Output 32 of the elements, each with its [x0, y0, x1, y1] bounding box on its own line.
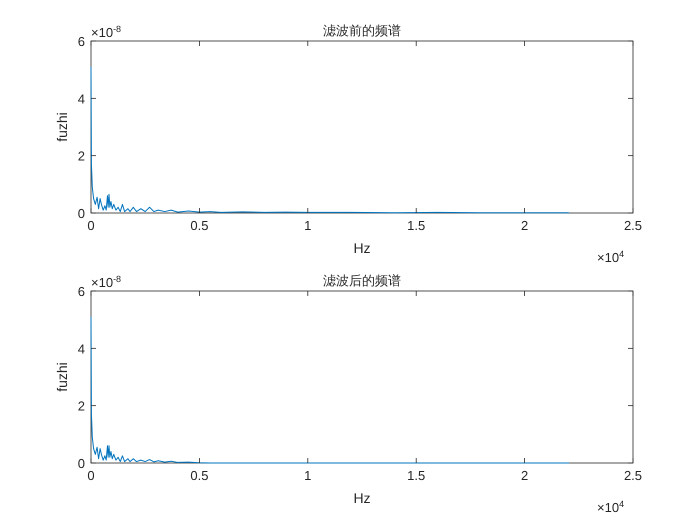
x-tick-label: 1: [304, 468, 312, 483]
line-series: [90, 66, 570, 214]
y-tick-label: 6: [78, 34, 85, 49]
x-tick-label: 2: [520, 468, 528, 483]
y-tick-label: 4: [78, 91, 85, 106]
text: ×10$^{4}$: [597, 499, 624, 515]
y-tick-label: 0: [78, 456, 85, 471]
y-axis-title: fuzhi: [54, 362, 70, 392]
x-tick-label: 0: [87, 468, 95, 483]
line-series: [90, 316, 570, 464]
chart-title: 滤波前的频谱: [323, 24, 401, 39]
x-tick-label: 1.5: [407, 468, 426, 483]
x-tick-label: 1: [304, 218, 312, 233]
x-tick-label: 1.5: [407, 218, 426, 233]
y-tick-label: 4: [78, 341, 85, 356]
x-axis-title: Hz: [353, 240, 371, 256]
x-tick-label: 0.5: [190, 218, 208, 233]
x-tick-label: 0.5: [190, 468, 208, 483]
x-tick-label: 2.5: [624, 468, 642, 483]
y-tick-label: 6: [78, 284, 85, 299]
y-tick-label: 0: [78, 206, 85, 221]
y-tick-label: 2: [78, 398, 85, 414]
text: ×10$^{-8}$: [91, 274, 122, 290]
x-tick-label: 0: [87, 218, 95, 233]
text: ×10$^{4}$: [597, 249, 624, 265]
y-tick-label: 2: [78, 148, 85, 164]
chart-title: 滤波后的频谱: [323, 274, 401, 289]
x-tick-label: 2: [520, 218, 528, 233]
x-axis-title: Hz: [353, 490, 371, 506]
text: ×10$^{-8}$: [91, 24, 122, 40]
y-axis-title: fuzhi: [54, 112, 70, 142]
x-tick-label: 2.5: [624, 218, 642, 233]
